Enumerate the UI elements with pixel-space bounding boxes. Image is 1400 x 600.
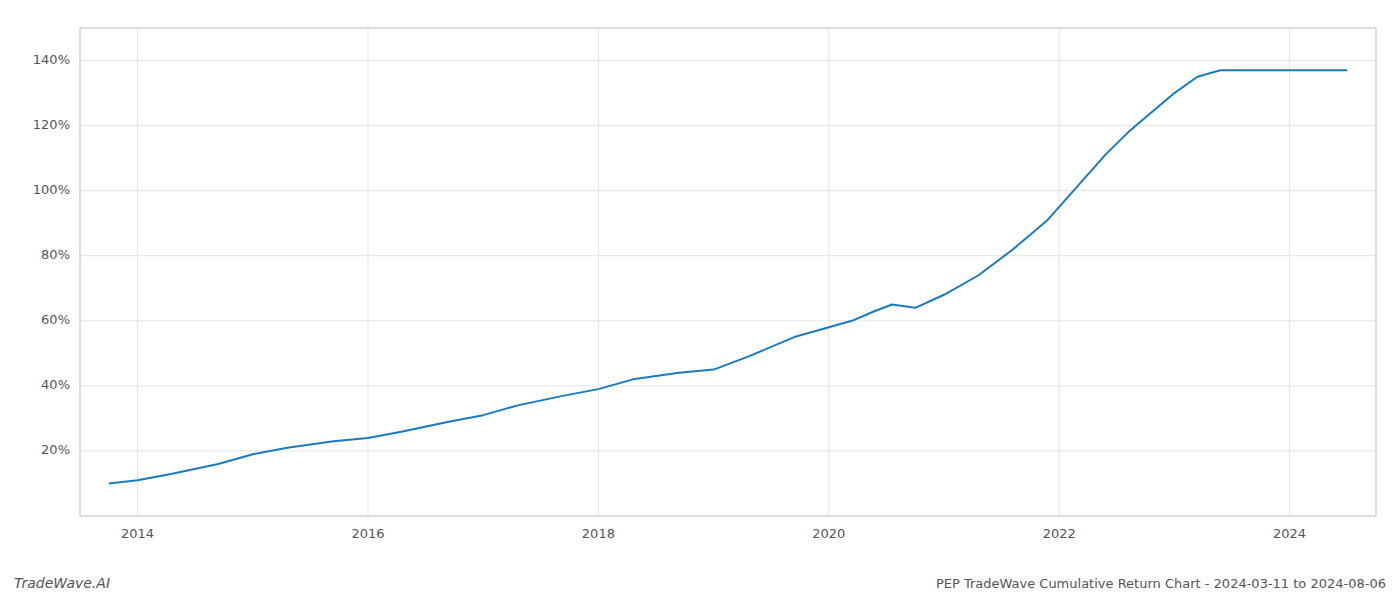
chart: 20% 40% 60% 80% 100% 120% 140% 2014 2016 2018 2020… <box>0 0 1400 600</box>
watermark: TradeWave.AI <box>14 575 110 591</box>
x-tick-label: 2018 <box>582 526 615 541</box>
y-tick-label: 40% <box>41 377 70 392</box>
x-tick-label: 2020 <box>812 526 845 541</box>
x-tick-label: 2014 <box>121 526 154 541</box>
x-grid-line <box>1289 28 1290 516</box>
line <box>109 70 1347 483</box>
y-grid-line <box>80 125 1376 126</box>
x-tick-label: 2016 <box>351 526 384 541</box>
y-tick-label: 140% <box>33 52 70 67</box>
x-grid-line <box>598 28 599 516</box>
x-grid-line <box>137 28 138 516</box>
x-tick-label: 2022 <box>1043 526 1076 541</box>
x-tick-label: 2024 <box>1273 526 1306 541</box>
y-grid-line <box>80 190 1376 191</box>
grid <box>80 28 1376 516</box>
y-grid-line <box>80 255 1376 256</box>
y-grid-line <box>80 60 1376 61</box>
series-group <box>109 70 1347 483</box>
y-tick-label: 60% <box>41 312 70 327</box>
plot-frame <box>80 28 1376 516</box>
x-grid-line <box>1059 28 1060 516</box>
y-grid-line <box>80 385 1376 386</box>
x-grid-line <box>368 28 369 516</box>
y-tick-label: 80% <box>41 247 70 262</box>
y-tick-label: 120% <box>33 117 70 132</box>
y-tick-label: 100% <box>33 182 70 197</box>
y-tick-label: 20% <box>41 442 70 457</box>
axes: 20% 40% 60% 80% 100% 120% 140% 2014 2016 2018 2020… <box>33 28 1376 541</box>
title: PEP TradeWave Cumulative Return Chart - … <box>936 576 1386 591</box>
y-grid-line <box>80 320 1376 321</box>
x-grid-line <box>828 28 829 516</box>
